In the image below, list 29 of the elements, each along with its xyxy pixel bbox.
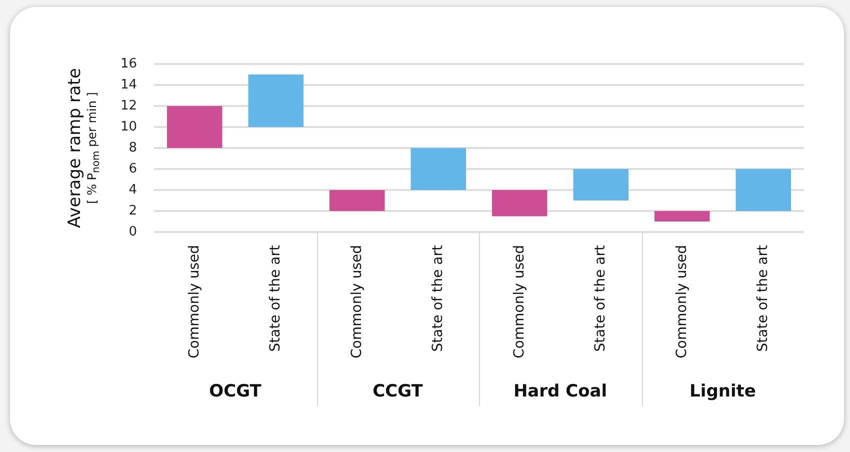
x-tick-label: State of the art [268,244,284,352]
x-tick-label: State of the art [755,244,772,352]
x-tick-label: Commonly used [348,245,365,358]
x-tick-label: State of the art [592,244,609,352]
bar [248,74,304,127]
bar [167,106,222,148]
text: Lignite [690,381,756,402]
y-tick-label: 14 [120,77,137,92]
text: Hard Coal [513,381,608,402]
text: OCGT [209,381,262,402]
y-tick-label: 16 [120,56,137,72]
x-tick-label: Commonly used [186,245,202,358]
y-tick-label: 2 [128,203,137,218]
x-tick-label: State of the art [430,244,446,352]
bar [736,169,791,211]
y-tick-label: 12 [120,98,137,114]
bar [410,148,466,190]
bar [330,190,385,211]
y-tick-label: 8 [128,140,137,156]
y-tick-label: 6 [128,161,137,176]
text: CCGT [372,381,424,402]
bar [654,211,710,222]
y-tick-label: 0 [128,224,137,240]
bar [492,190,548,216]
y-tick-label: 4 [128,182,137,198]
x-tick-label: Commonly used [511,245,528,358]
y-tick-label: 10 [120,119,137,134]
bar [573,169,628,200]
x-tick-label: Commonly used [674,245,690,358]
